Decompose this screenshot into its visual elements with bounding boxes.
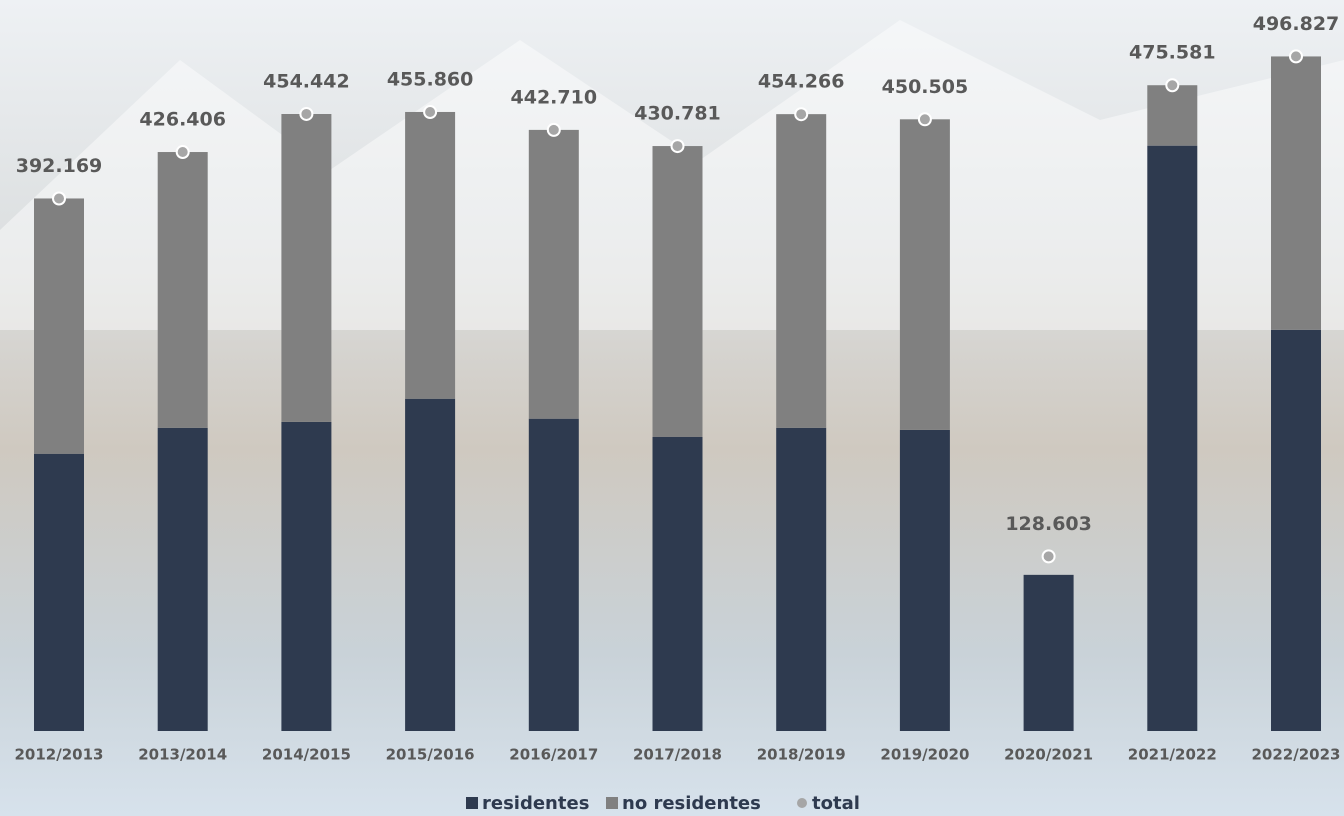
bar-segment	[281, 422, 331, 731]
legend-swatch	[797, 798, 807, 808]
total-marker	[53, 193, 65, 205]
total-marker	[672, 140, 684, 152]
x-tick-label: 2018/2019	[757, 746, 846, 764]
total-label: 496.827	[1253, 13, 1340, 35]
total-label: 442.710	[511, 86, 598, 108]
x-tick-label: 2012/2013	[15, 746, 104, 764]
total-marker	[919, 113, 931, 125]
total-marker	[424, 106, 436, 118]
total-marker	[1290, 50, 1302, 62]
bar-segment	[1271, 330, 1321, 731]
legend-label: residentes	[482, 793, 589, 814]
bar-segment	[281, 114, 331, 422]
x-tick-label: 2015/2016	[386, 746, 475, 764]
bar-segment	[1271, 56, 1321, 329]
total-label: 454.266	[758, 71, 845, 93]
bar-segment	[529, 130, 579, 419]
bar-segment	[653, 437, 703, 731]
bar-segment	[405, 112, 455, 399]
bar-segment	[405, 399, 455, 731]
total-label: 430.781	[634, 103, 721, 125]
total-label: 475.581	[1129, 42, 1216, 64]
x-tick-label: 2021/2022	[1128, 746, 1217, 764]
bar-segment	[900, 119, 950, 430]
total-marker	[1166, 79, 1178, 91]
page: {"chart_data": {"type": "stacked-bar-tot…	[0, 0, 1344, 816]
x-tick-label: 2017/2018	[633, 746, 722, 764]
chart: 392.169 2012/2013 426.406 2013/2014 454.442 2…	[0, 0, 1344, 816]
total-label: 426.406	[139, 109, 226, 131]
legend-swatch	[606, 797, 618, 809]
x-tick-label: 2019/2020	[880, 746, 969, 764]
bar-segment	[529, 419, 579, 731]
bar-segment	[1147, 146, 1197, 731]
x-tick-label: 2020/2021	[1004, 746, 1093, 764]
bar-segment	[1024, 575, 1074, 731]
total-marker	[177, 146, 189, 158]
bar-segment	[34, 198, 84, 453]
total-marker	[1043, 550, 1055, 562]
total-marker	[300, 108, 312, 120]
bar-segment	[158, 152, 208, 428]
bar-segment	[1147, 85, 1197, 145]
total-label: 128.603	[1005, 513, 1092, 535]
total-label: 392.169	[16, 155, 103, 177]
bar-segment	[653, 146, 703, 437]
total-marker	[795, 108, 807, 120]
x-tick-label: 2014/2015	[262, 746, 351, 764]
legend-label: no residentes	[622, 793, 761, 814]
total-label: 450.505	[882, 76, 969, 98]
x-tick-label: 2013/2014	[138, 746, 227, 764]
x-tick-label: 2022/2023	[1252, 746, 1341, 764]
total-label: 454.442	[263, 70, 350, 92]
legend-swatch	[466, 797, 478, 809]
bar-segment	[34, 454, 84, 731]
bar-segment	[158, 428, 208, 731]
bar-segment	[776, 428, 826, 731]
legend-label: total	[812, 793, 860, 814]
total-marker	[548, 124, 560, 136]
total-label: 455.860	[387, 69, 474, 91]
bar-segment	[900, 430, 950, 731]
bar-segment	[776, 114, 826, 428]
x-tick-label: 2016/2017	[509, 746, 598, 764]
